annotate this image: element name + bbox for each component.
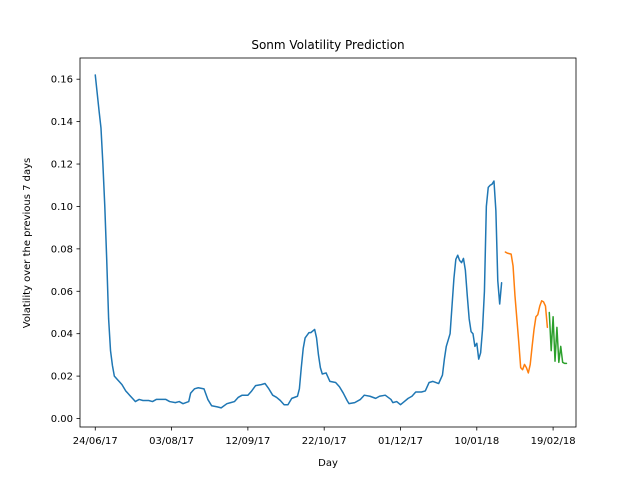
chart-title: Sonm Volatility Prediction xyxy=(251,38,404,52)
series-line-1 xyxy=(94,74,503,409)
y-tick-label: 0.14 xyxy=(51,117,73,128)
y-tick-label: 0.08 xyxy=(51,244,73,255)
series-line-3 xyxy=(548,311,568,365)
x-tick-label: 03/08/17 xyxy=(149,436,194,447)
y-axis-label: Volatility over the previous 7 days xyxy=(22,158,33,329)
y-tick-label: 0.04 xyxy=(51,329,73,340)
plot-area xyxy=(80,58,576,427)
y-tick-label: 0.00 xyxy=(51,414,73,425)
x-tick-label: 01/12/17 xyxy=(378,436,423,447)
x-tick-label: 19/02/18 xyxy=(531,436,576,447)
x-tick-label: 10/01/18 xyxy=(454,436,499,447)
y-tick-label: 0.06 xyxy=(51,287,73,298)
plot-frame xyxy=(79,57,577,428)
y-tick-label: 0.12 xyxy=(51,160,73,171)
x-tick-label: 22/10/17 xyxy=(302,436,347,447)
x-axis-ticks: 24/06/17 03/08/17 12/09/17 22/10/17 01/12/17… xyxy=(73,427,576,447)
x-axis-label: Day xyxy=(318,458,338,469)
y-axis-ticks: 0.00 0.02 0.04 0.06 0.08 0.10 0.12 0.14 0.16 xyxy=(51,75,80,425)
x-tick-label: 24/06/17 xyxy=(73,436,118,447)
x-tick-label: 12/09/17 xyxy=(225,436,270,447)
y-tick-label: 0.16 xyxy=(51,75,73,86)
y-tick-label: 0.10 xyxy=(51,202,73,213)
y-tick-label: 0.02 xyxy=(51,372,73,383)
series-line-2 xyxy=(504,251,549,374)
series-layer xyxy=(94,74,568,409)
